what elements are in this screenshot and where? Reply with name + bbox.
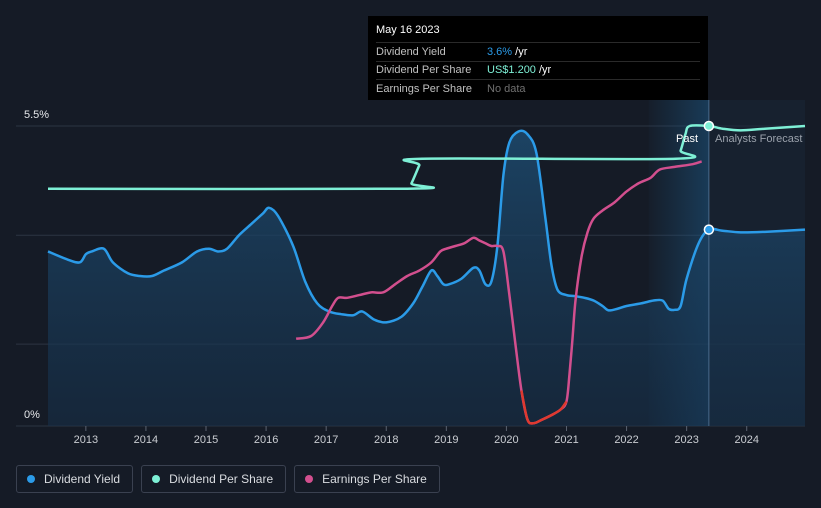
x-tick-label: 2023: [674, 434, 698, 446]
legend-dot-icon: [152, 475, 161, 483]
x-tick-label: 2024: [734, 434, 758, 446]
x-tick-label: 2019: [434, 434, 458, 446]
legend-label: Dividend Yield: [44, 472, 121, 486]
tooltip-value-number: US$1.200: [487, 64, 536, 77]
tooltip-value: No data: [487, 83, 526, 95]
tooltip: May 16 2023 Dividend Yield 3.6% /yr Divi…: [368, 16, 708, 100]
x-tick-label: 2015: [194, 434, 218, 446]
tooltip-row-dividend-per-share: Dividend Per Share US$1.200 /yr: [376, 60, 700, 80]
x-axis: 2013 2014 2015 2016 2017 2018 2019 2020 2021 2022…: [74, 426, 759, 446]
x-tick-label: 2020: [494, 434, 518, 446]
tooltip-value-number: 3.6%: [487, 45, 513, 58]
tooltip-row-dividend-yield: Dividend Yield 3.6% /yr: [376, 42, 700, 61]
tooltip-date: May 16 2023: [376, 24, 440, 36]
x-tick-label: 2016: [254, 434, 278, 446]
x-tick-label: 2018: [374, 434, 398, 446]
tooltip-label: Earnings Per Share: [376, 82, 472, 95]
past-label: Past: [676, 133, 698, 145]
dividend-yield-marker[interactable]: [703, 224, 715, 235]
earnings-per-share-low-segment[interactable]: [520, 390, 568, 425]
legend-dot-icon: [27, 475, 35, 483]
x-tick-label: 2022: [614, 434, 638, 446]
dividend-per-share-line[interactable]: [47, 124, 806, 191]
x-tick-label: 2021: [554, 434, 578, 446]
dividend-per-share-marker[interactable]: [703, 120, 715, 132]
dividend-yield-line[interactable]: [47, 129, 806, 324]
tooltip-value-unit: /yr: [535, 64, 552, 77]
tooltip-value-number: No data: [487, 82, 526, 95]
legend-label: Earnings Per Share: [322, 472, 427, 486]
legend-label: Dividend Per Share: [169, 472, 274, 486]
x-tick-label: 2017: [314, 434, 338, 446]
legend-dividend-per-share[interactable]: Dividend Per Share: [141, 465, 287, 493]
legend: Dividend Yield Dividend Per Share Earnin…: [16, 465, 440, 493]
y-axis-label-min: 0%: [24, 409, 40, 421]
legend-earnings-per-share[interactable]: Earnings Per Share: [294, 465, 440, 493]
x-tick-label: 2014: [134, 434, 158, 446]
tooltip-value: 3.6% /yr: [487, 46, 527, 58]
tooltip-label: Dividend Yield: [376, 45, 446, 58]
tooltip-value-unit: /yr: [512, 45, 528, 58]
tooltip-label: Dividend Per Share: [376, 64, 472, 77]
y-axis-label-max: 5.5%: [24, 109, 49, 121]
tooltip-value: US$1.200 /yr: [487, 64, 551, 76]
earnings-per-share-line[interactable]: [295, 160, 703, 425]
tooltip-row-earnings-per-share: Earnings Per Share No data: [376, 79, 700, 98]
legend-dividend-yield[interactable]: Dividend Yield: [16, 465, 134, 493]
legend-dot-icon: [305, 475, 314, 483]
analysts-forecast-label: Analysts Forecast: [715, 133, 802, 145]
x-tick-label: 2013: [74, 434, 98, 446]
